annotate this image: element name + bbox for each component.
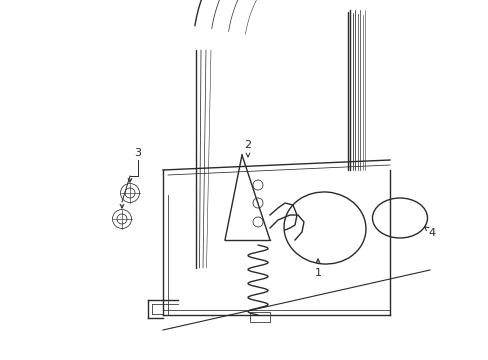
- Text: 1: 1: [314, 259, 321, 278]
- Text: 3: 3: [134, 148, 141, 158]
- Text: 4: 4: [424, 227, 435, 238]
- Text: 2: 2: [244, 140, 251, 157]
